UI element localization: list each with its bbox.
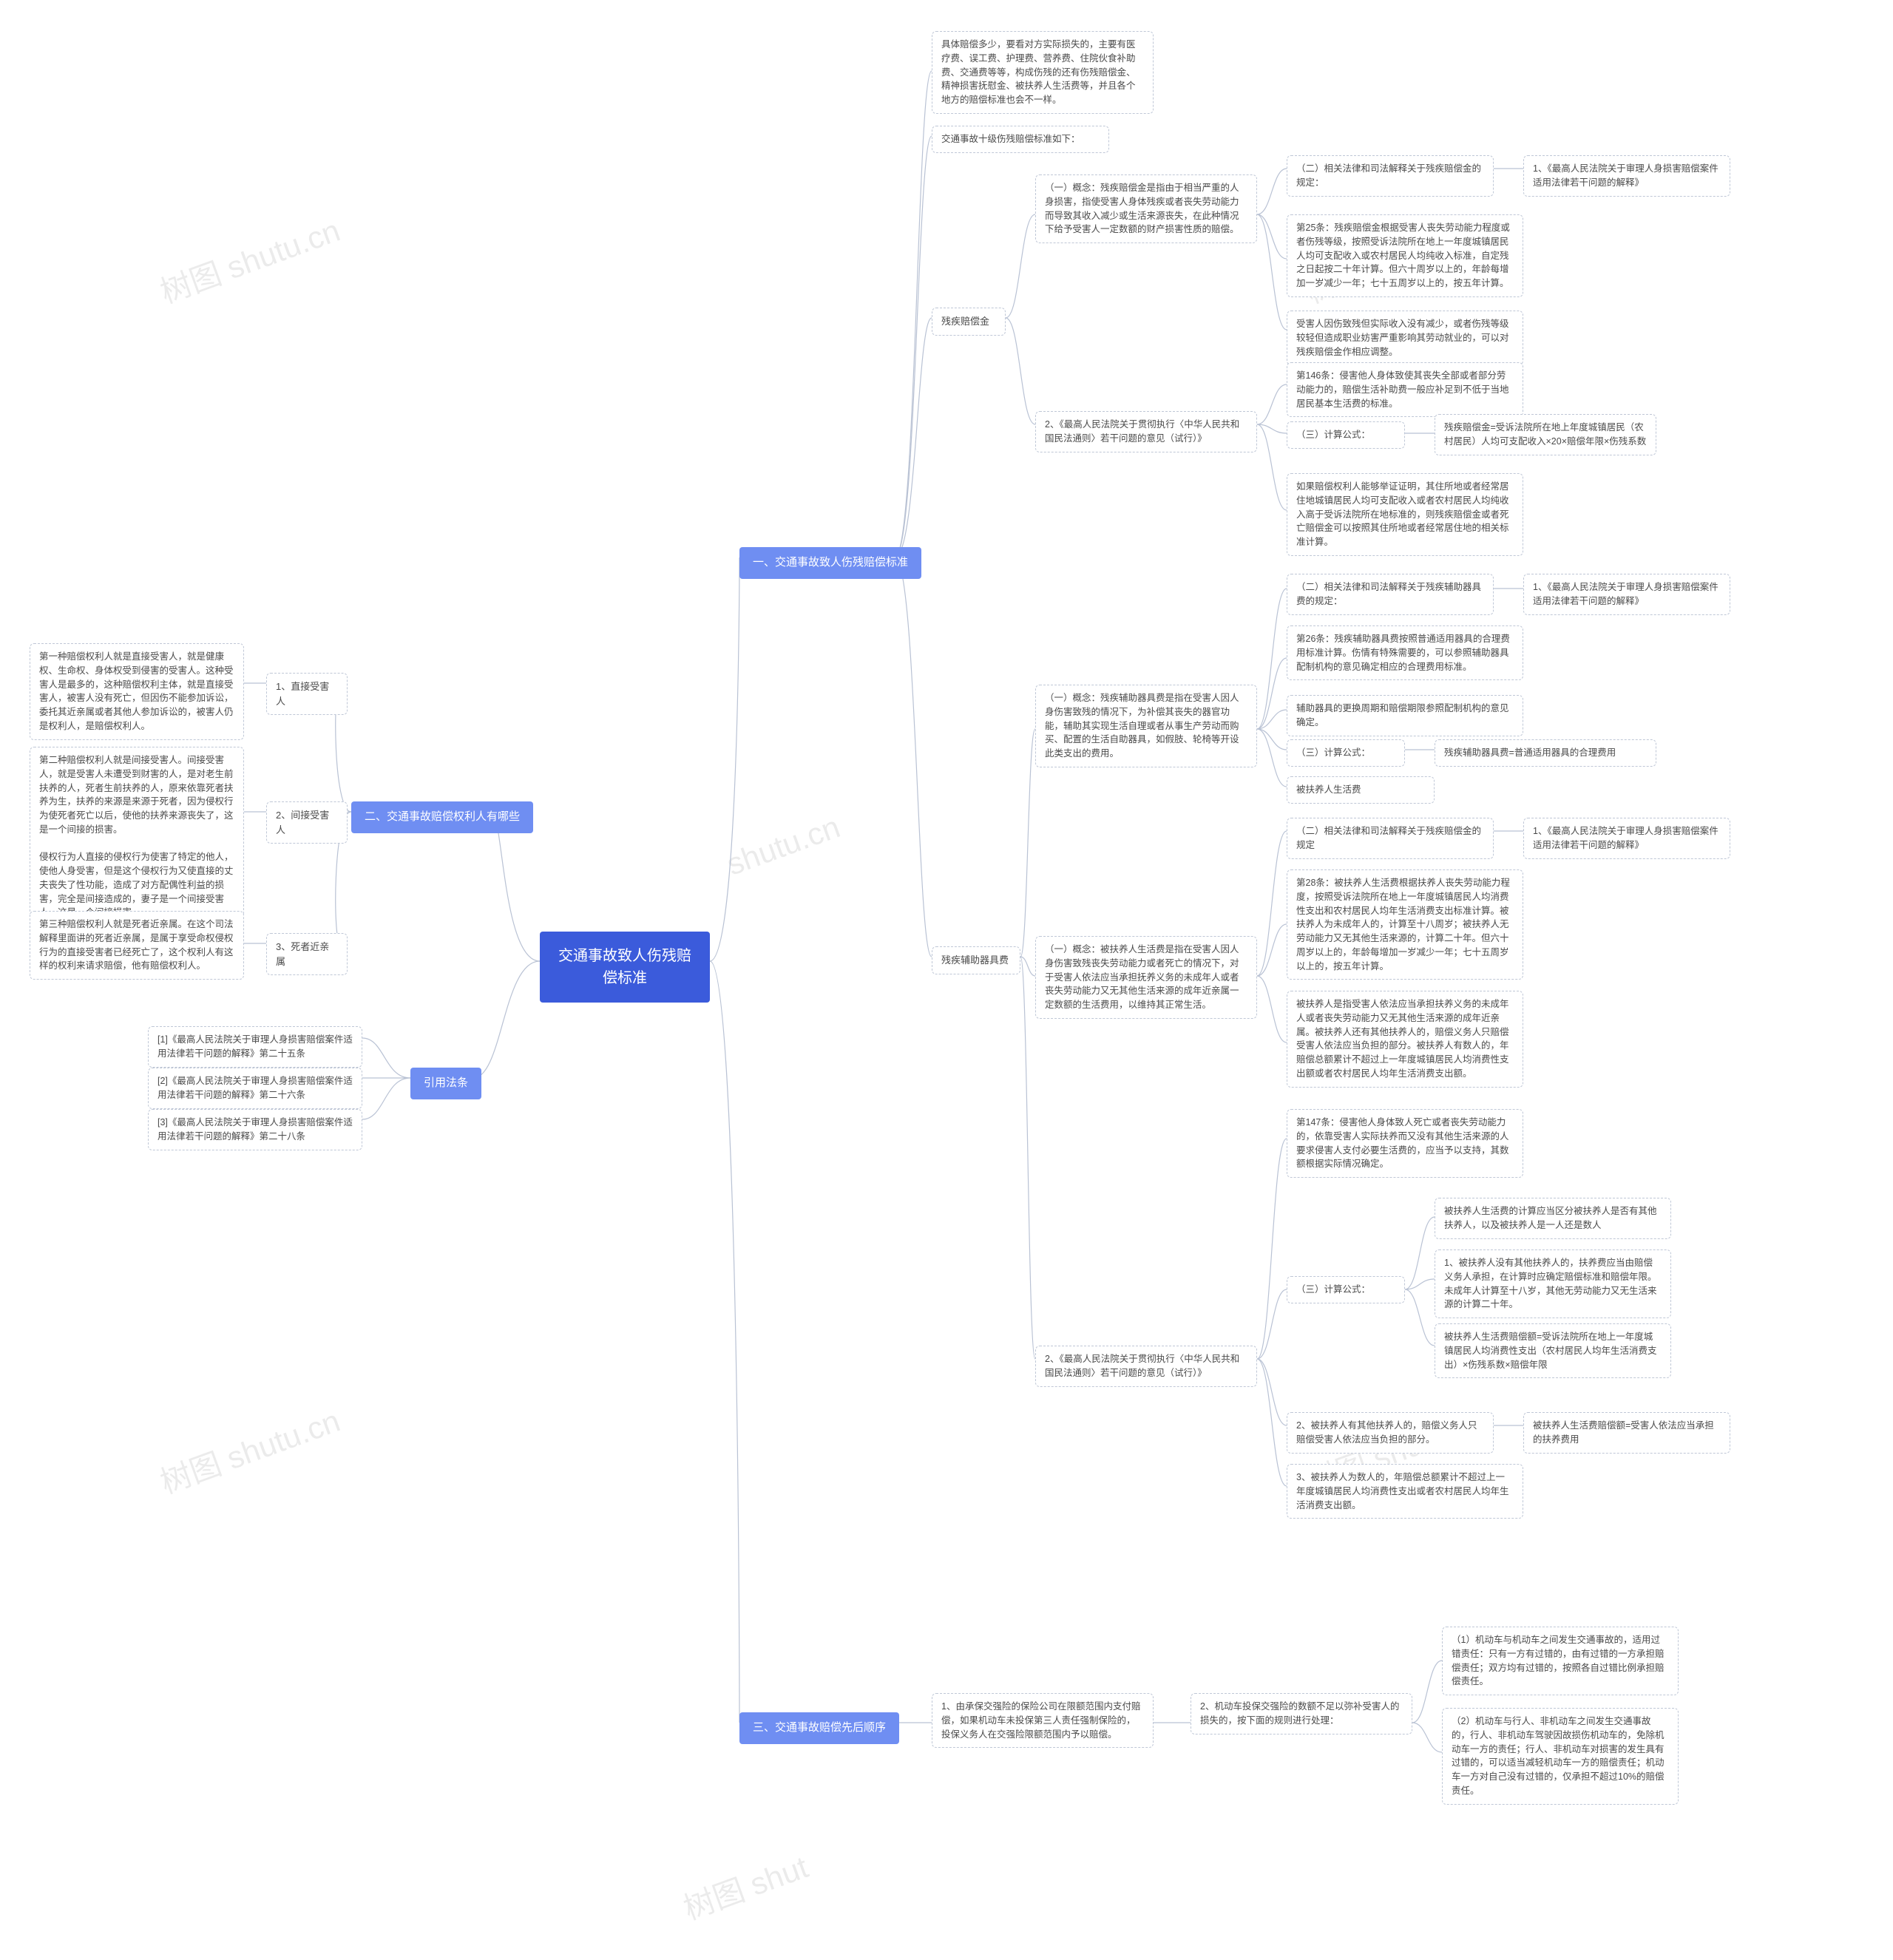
- leaf-node: 残疾赔偿金=受诉法院所在地上年度城镇居民（农村居民）人均可支配收入×20×赔偿年…: [1435, 414, 1656, 455]
- leaf-node: （二）相关法律和司法解释关于残疾赔偿金的规定: [1287, 818, 1494, 859]
- leaf-node: 第25条：残疾赔偿金根据受害人丧失劳动能力程度或者伤残等级，按照受诉法院所在地上…: [1287, 214, 1523, 297]
- leaf-node: （一）概念：残疾辅助器具费是指在受害人因人身伤害致残的情况下，为补偿其丧失的器官…: [1035, 685, 1257, 767]
- leaf-node: （二）相关法律和司法解释关于残疾辅助器具费的规定：: [1287, 574, 1494, 615]
- l1-right-c: 三、交通事故赔偿先后顺序: [739, 1712, 899, 1744]
- leaf-node: [1]《最高人民法院关于审理人身损害赔偿案件适用法律若干问题的解释》第二十五条: [148, 1026, 362, 1068]
- root-node: 交通事故致人伤残赔偿标准: [540, 932, 710, 1003]
- leaf-node: 辅助器具的更换周期和赔偿期限参照配制机构的意见确定。: [1287, 695, 1523, 736]
- leaf-node: （一）概念：残疾赔偿金是指由于相当严重的人身损害，指使受害人身体残疾或者丧失劳动…: [1035, 174, 1257, 243]
- leaf-node: 第147条：侵害他人身体致人死亡或者丧失劳动能力的，依靠受害人实际扶养而又没有其…: [1287, 1109, 1523, 1178]
- leaf-node: 第三种赔偿权利人就是死者近亲属。在这个司法解释里面讲的死者近亲属，是属于享受命权…: [30, 911, 244, 980]
- leaf-node: （三）计算公式：: [1287, 1276, 1405, 1303]
- leaf-node: （一）概念：被扶养人生活费是指在受害人因人身伤害致残丧失劳动能力或者死亡的情况下…: [1035, 936, 1257, 1019]
- leaf-node: 第二种赔偿权利人就是间接受害人。间接受害人，就是受害人未遭受到财害的人，是对老生…: [30, 747, 244, 926]
- leaf-node: 被扶养人是指受害人依法应当承担扶养义务的未成年人或者丧失劳动能力又无其他生活来源…: [1287, 991, 1523, 1088]
- l1-left-c: 引用法条: [410, 1068, 481, 1099]
- leaf-node: （二）相关法律和司法解释关于残疾赔偿金的规定：: [1287, 155, 1494, 197]
- l2-node: 1、直接受害人: [266, 673, 348, 715]
- leaf-node: 1、被扶养人没有其他扶养人的，扶养费应当由赔偿义务人承担，在计算时应确定赔偿标准…: [1435, 1249, 1671, 1318]
- leaf-node: 如果赔偿权利人能够举证证明，其住所地或者经常居住地城镇居民人均可支配收入或者农村…: [1287, 473, 1523, 556]
- leaf-node: [2]《最高人民法院关于审理人身损害赔偿案件适用法律若干问题的解释》第二十六条: [148, 1068, 362, 1109]
- watermark: 树图 shutu.cn: [153, 1396, 345, 1502]
- l1-left-b: 二、交通事故赔偿权利人有哪些: [351, 801, 533, 833]
- leaf-node: 第26条：残疾辅助器具费按照普通适用器具的合理费用标准计算。伤情有特殊需要的，可…: [1287, 625, 1523, 680]
- l2-node: 残疾辅助器具费: [932, 946, 1020, 974]
- leaf-node: [3]《最高人民法院关于审理人身损害赔偿案件适用法律若干问题的解释》第二十八条: [148, 1109, 362, 1150]
- leaf-node: 1、由承保交强险的保险公司在限额范围内支付赔偿，如果机动车未投保第三人责任强制保…: [932, 1693, 1154, 1748]
- leaf-node: 被扶养人生活费的计算应当区分被扶养人是否有其他扶养人，以及被扶养人是一人还是数人: [1435, 1198, 1671, 1239]
- watermark: shutu.cn: [722, 809, 845, 882]
- leaf-node: 被扶养人生活费赔偿额=受诉法院所在地上一年度城镇居民人均消费性支出（农村居民人均…: [1435, 1323, 1671, 1378]
- watermark: 树图 shutu.cn: [153, 206, 345, 312]
- leaf-node: （2）机动车与行人、非机动车之间发生交通事故的，行人、非机动车驾驶因故损伤机动车…: [1442, 1708, 1679, 1805]
- leaf-node: 第一种赔偿权利人就是直接受害人，就是健康权、生命权、身体权受到侵害的受害人。这种…: [30, 643, 244, 740]
- leaf-node: 1、《最高人民法院关于审理人身损害赔偿案件适用法律若干问题的解释》: [1523, 155, 1730, 197]
- leaf-node: 2、《最高人民法院关于贯彻执行〈中华人民共和国民法通则〉若干问题的意见（试行）》: [1035, 411, 1257, 452]
- leaf-node: 交通事故十级伤残赔偿标准如下：: [932, 126, 1109, 153]
- leaf-node: 1、《最高人民法院关于审理人身损害赔偿案件适用法律若干问题的解释》: [1523, 818, 1730, 859]
- leaf-node: 受害人因伤致残但实际收入没有减少，或者伤残等级较轻但造成职业妨害严重影响其劳动就…: [1287, 311, 1523, 365]
- leaf-node: 2、机动车投保交强险的数额不足以弥补受害人的损失的，按下面的规则进行处理：: [1191, 1693, 1412, 1735]
- leaf-node: 第146条：侵害他人身体致使其丧失全部或者部分劳动能力的，赔偿生活补助费一般应补…: [1287, 362, 1523, 417]
- leaf-node: 被扶养人生活费: [1287, 776, 1435, 804]
- l1-right-a: 一、交通事故致人伤残赔偿标准: [739, 547, 921, 579]
- leaf-node: 第28条：被扶养人生活费根据扶养人丧失劳动能力程度，按照受诉法院所在地上一年度城…: [1287, 869, 1523, 980]
- leaf-node: 1、《最高人民法院关于审理人身损害赔偿案件适用法律若干问题的解释》: [1523, 574, 1730, 615]
- leaf-node: （三）计算公式：: [1287, 739, 1405, 767]
- leaf-node: 残疾辅助器具费=普通适用器具的合理费用: [1435, 739, 1656, 767]
- watermark: 树图 shut: [677, 1842, 813, 1929]
- leaf-node: 被扶养人生活费赔偿额=受害人依法应当承担的扶养费用: [1523, 1412, 1730, 1454]
- leaf-node: 具体赔偿多少，要看对方实际损失的，主要有医疗费、误工费、护理费、营养费、住院伙食…: [932, 31, 1154, 114]
- leaf-node: （1）机动车与机动车之间发生交通事故的，适用过错责任：只有一方有过错的，由有过错…: [1442, 1627, 1679, 1695]
- leaf-node: 2、被扶养人有其他扶养人的，赔偿义务人只赔偿受害人依法应当负担的部分。: [1287, 1412, 1494, 1454]
- leaf-node: 2、《最高人民法院关于贯彻执行〈中华人民共和国民法通则〉若干问题的意见（试行）》: [1035, 1346, 1257, 1387]
- l2-node: 3、死者近亲属: [266, 933, 348, 975]
- leaf-node: 3、被扶养人为数人的，年赔偿总额累计不超过上一年度城镇居民人均消费性支出或者农村…: [1287, 1464, 1523, 1519]
- l2-node: 残疾赔偿金: [932, 308, 1006, 336]
- l2-node: 2、间接受害人: [266, 801, 348, 844]
- leaf-node: （三）计算公式：: [1287, 421, 1405, 449]
